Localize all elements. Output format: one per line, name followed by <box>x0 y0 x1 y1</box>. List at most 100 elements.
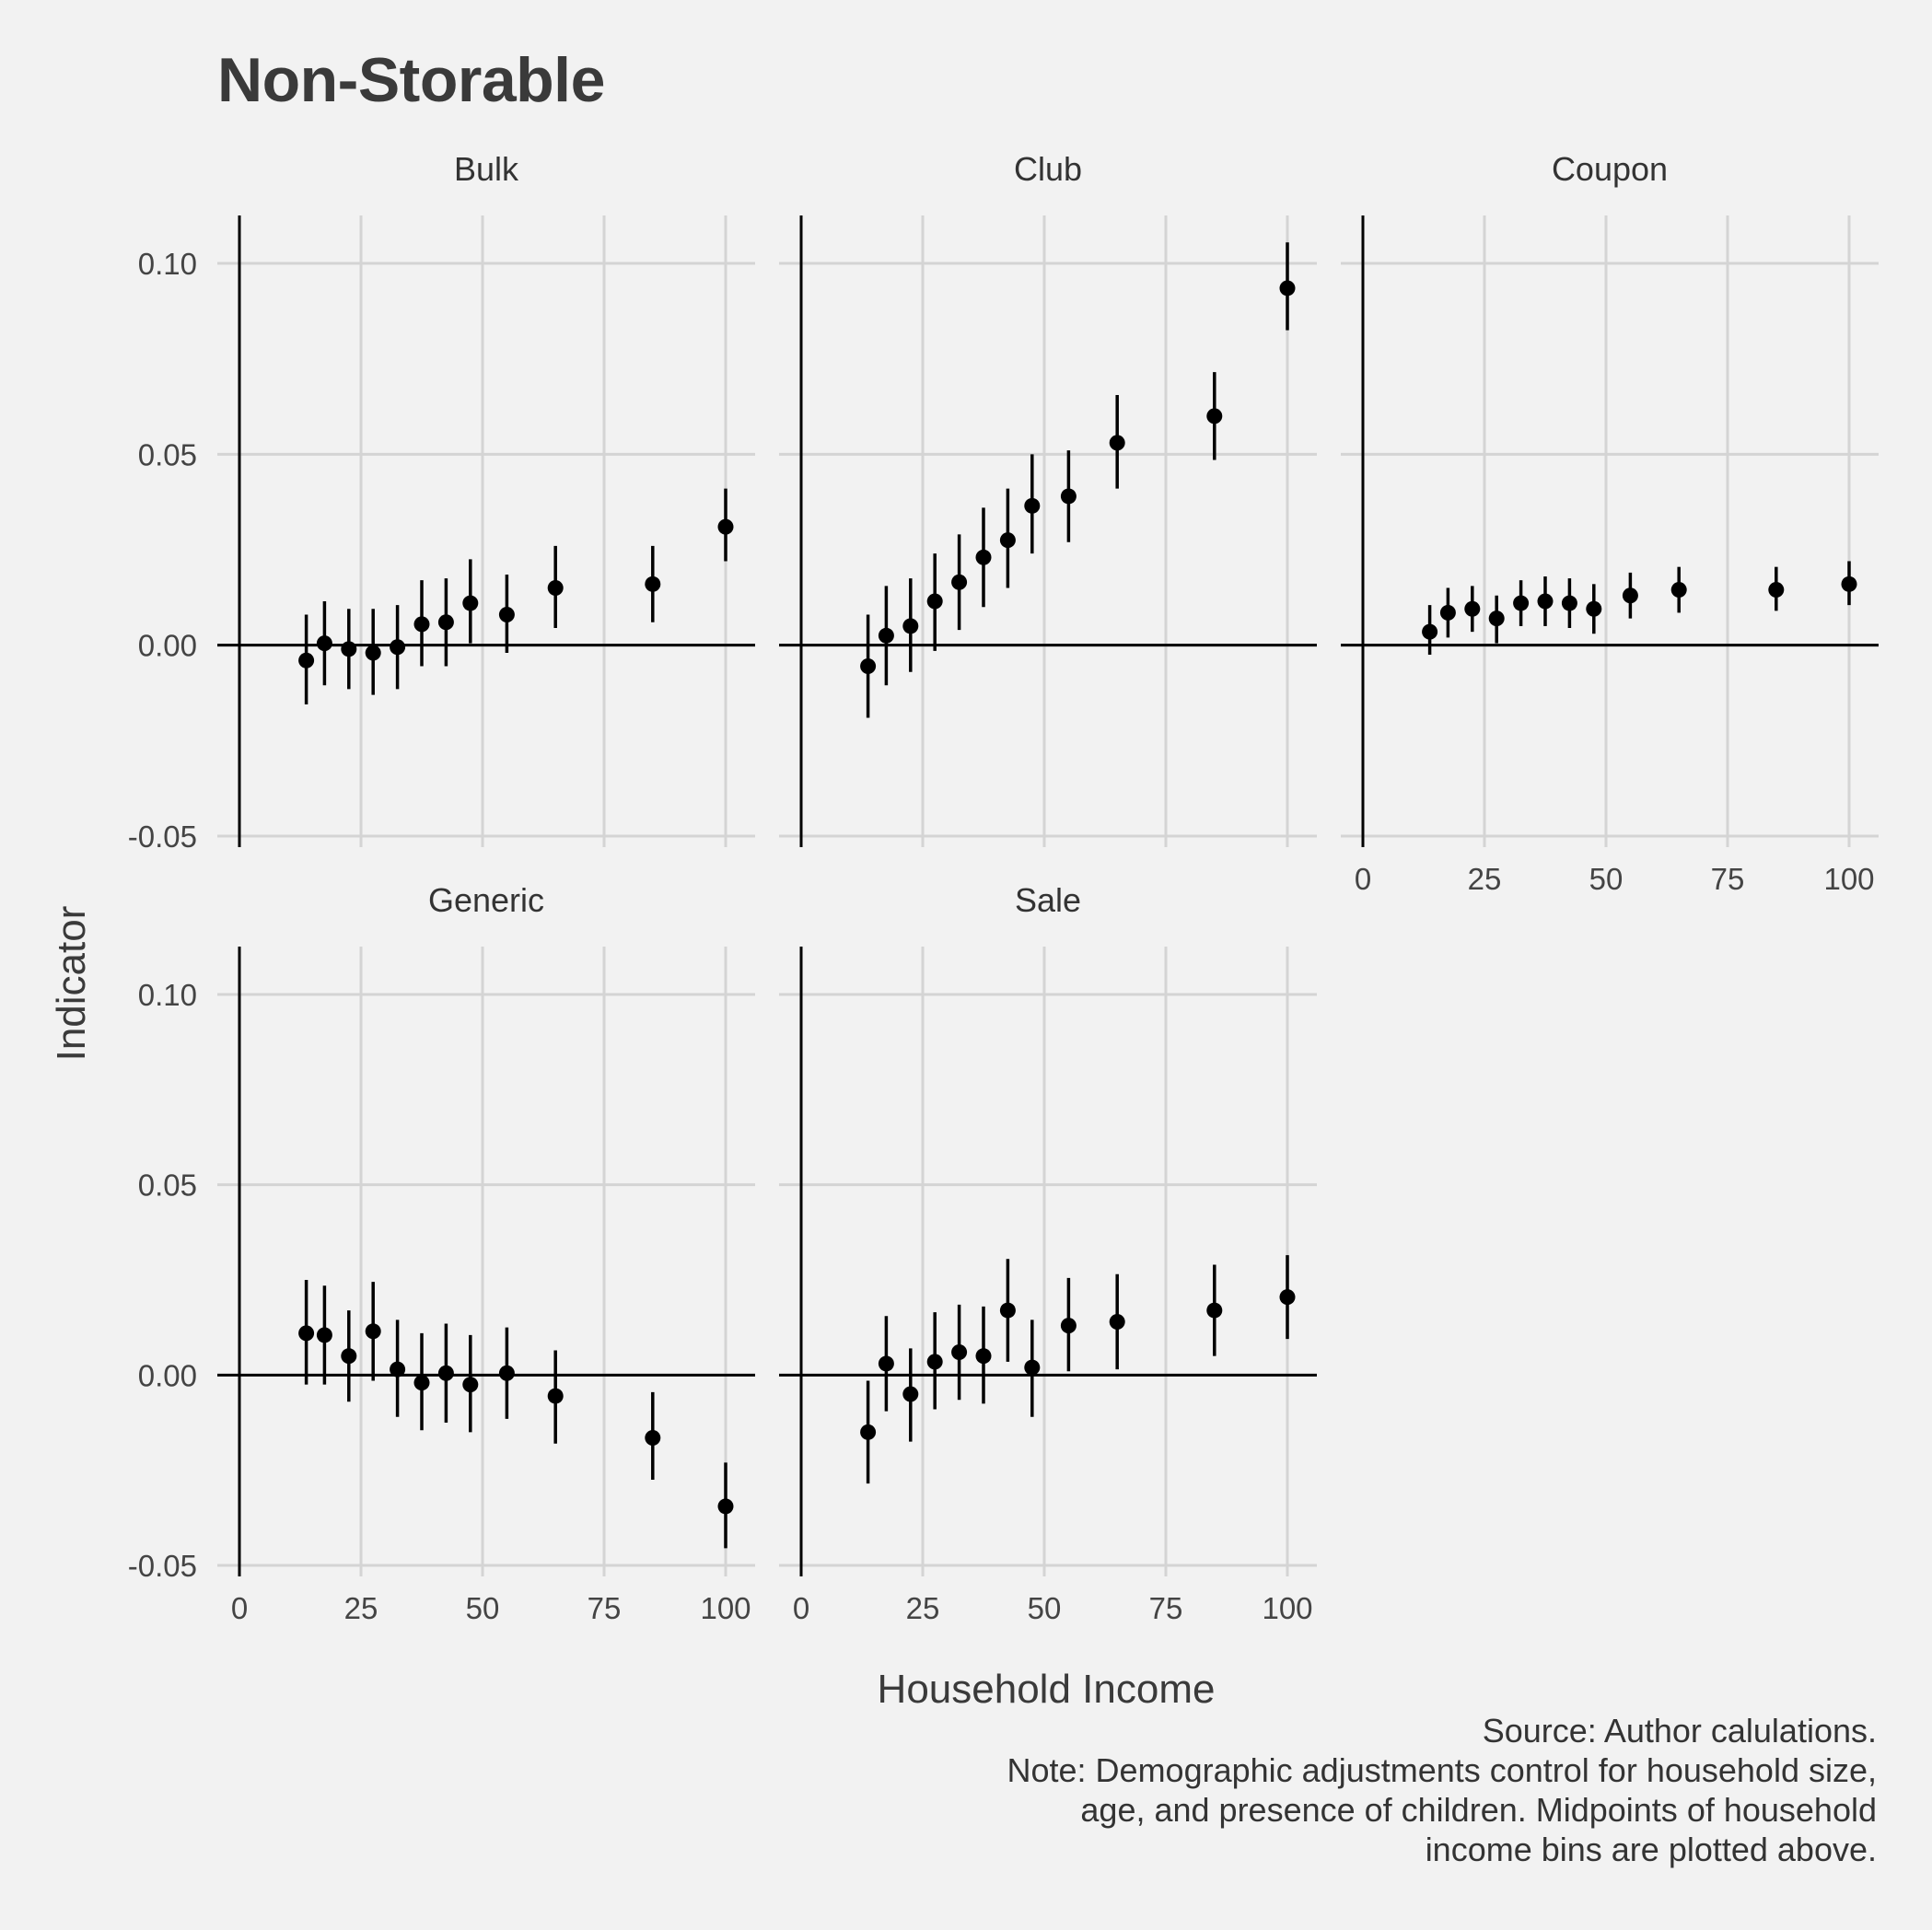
facet-label: Sale <box>1015 881 1081 919</box>
data-point <box>298 652 315 669</box>
facet-label: Coupon <box>1552 150 1668 188</box>
data-point <box>1279 280 1296 296</box>
data-point <box>1537 593 1554 610</box>
x-tick-label: 25 <box>1468 862 1502 896</box>
x-tick-label: 75 <box>588 1591 622 1625</box>
y-tick-label: 0.05 <box>138 437 197 471</box>
data-point <box>999 1302 1016 1319</box>
data-point <box>1841 576 1857 592</box>
caption-line: income bins are plotted above. <box>1425 1831 1877 1868</box>
data-point <box>547 579 564 596</box>
y-tick-label: 0.10 <box>138 978 197 1012</box>
x-tick-label: 50 <box>466 1591 500 1625</box>
data-point <box>1024 1359 1041 1376</box>
data-point <box>1768 582 1785 599</box>
data-point <box>1024 497 1041 514</box>
x-tick-label: 75 <box>1711 862 1745 896</box>
facet-label: Bulk <box>454 150 519 188</box>
x-tick-label: 100 <box>1262 1591 1312 1625</box>
facet-bulk: Bulk -0.05 0.00 0.05 0.10 <box>128 150 755 854</box>
x-tick-label: 50 <box>1028 1591 1062 1625</box>
data-point <box>462 1377 479 1393</box>
data-point <box>365 1323 381 1340</box>
data-point <box>878 627 894 644</box>
data-point <box>298 1325 315 1342</box>
data-point <box>413 1375 430 1391</box>
data-point <box>1279 1289 1296 1306</box>
caption-line: Source: Author calulations. <box>1482 1712 1877 1750</box>
data-point <box>951 1344 968 1361</box>
data-point <box>498 1365 515 1381</box>
data-point <box>717 518 734 535</box>
x-tick-label: 100 <box>700 1591 751 1625</box>
data-point <box>1488 610 1505 627</box>
data-point <box>1109 435 1125 451</box>
x-tick-label: 0 <box>1355 862 1371 896</box>
caption-line: age, and presence of children. Midpoints… <box>1080 1791 1877 1829</box>
data-point <box>1464 600 1481 617</box>
facet-generic: Generic -0.05 0.00 0.05 0.10 0 25 50 75 100 <box>128 881 755 1625</box>
data-point <box>926 1354 943 1370</box>
facet-club: Club <box>779 150 1317 847</box>
data-point <box>341 641 357 657</box>
data-point <box>498 606 515 622</box>
data-point <box>1206 1302 1223 1319</box>
data-point <box>878 1355 894 1372</box>
x-tick-label: 100 <box>1823 862 1874 896</box>
data-point <box>1586 600 1602 617</box>
caption-line: Note: Demographic adjustments control fo… <box>1007 1751 1878 1789</box>
data-point <box>902 1386 919 1402</box>
data-point <box>462 595 479 611</box>
x-tick-label: 0 <box>793 1591 809 1625</box>
x-tick-label: 75 <box>1149 1591 1183 1625</box>
data-point <box>645 576 661 592</box>
y-tick-label: -0.05 <box>128 1549 197 1583</box>
data-point <box>1622 587 1638 604</box>
data-point <box>437 614 454 631</box>
caption: Source: Author calulations. Note: Demogr… <box>1007 1711 1878 1869</box>
x-tick-label: 50 <box>1589 862 1624 896</box>
data-point <box>860 1424 877 1440</box>
y-tick-label: 0.05 <box>138 1168 197 1203</box>
y-tick-label: 0.10 <box>138 247 197 281</box>
data-point <box>1670 582 1687 599</box>
data-point <box>341 1348 357 1365</box>
data-point <box>1561 595 1577 611</box>
data-point <box>1422 623 1438 640</box>
data-point <box>316 1327 332 1343</box>
facet-sale: Sale 0 25 50 75 100 <box>779 881 1317 1625</box>
data-point <box>437 1365 454 1381</box>
data-point <box>413 616 430 633</box>
y-axis-label: Indicator <box>49 905 94 1062</box>
data-point <box>1439 604 1456 621</box>
y-tick-label: 0.00 <box>138 629 197 663</box>
data-point <box>975 549 992 565</box>
x-axis-label: Household Income <box>877 1667 1216 1712</box>
facet-label: Generic <box>428 881 544 919</box>
data-point <box>390 639 406 656</box>
data-point <box>951 574 968 590</box>
y-tick-label: -0.05 <box>128 820 197 854</box>
data-point <box>1513 595 1530 611</box>
facet-label: Club <box>1014 150 1082 188</box>
data-point <box>860 657 877 674</box>
data-point <box>975 1348 992 1365</box>
data-point <box>1206 408 1223 424</box>
data-point <box>390 1361 406 1378</box>
x-tick-label: 25 <box>906 1591 940 1625</box>
data-point <box>316 635 332 652</box>
data-point <box>902 618 919 634</box>
data-point <box>365 645 381 661</box>
facet-coupon: Coupon 0 25 50 75 100 <box>1341 150 1879 896</box>
x-tick-label: 25 <box>344 1591 378 1625</box>
y-tick-label: 0.00 <box>138 1358 197 1392</box>
data-point <box>1109 1313 1125 1330</box>
data-point <box>645 1430 661 1447</box>
data-point <box>1060 488 1077 505</box>
data-point <box>717 1498 734 1515</box>
data-point <box>1060 1318 1077 1334</box>
x-tick-label: 0 <box>231 1591 248 1625</box>
data-point <box>999 532 1016 549</box>
